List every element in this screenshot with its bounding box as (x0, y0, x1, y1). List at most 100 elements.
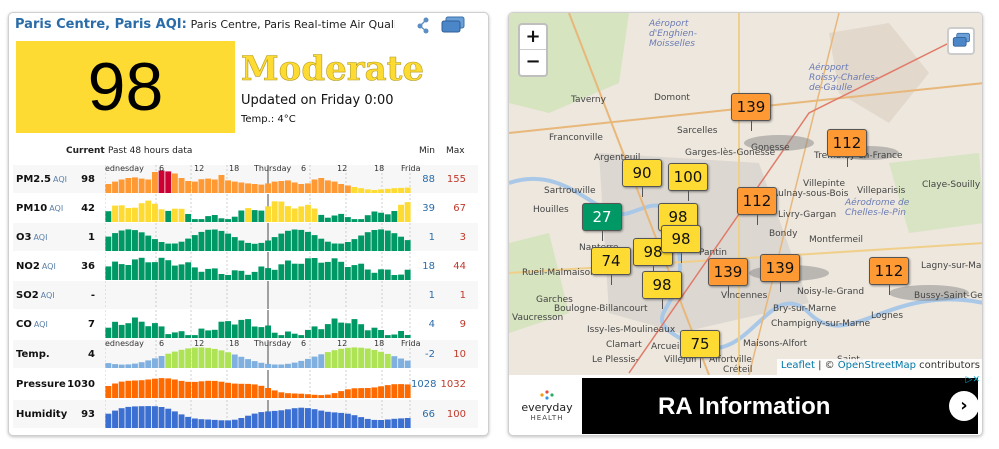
spark-bar (105, 413, 112, 428)
station-marker[interactable]: 74 (591, 247, 631, 285)
spark-bar (112, 364, 118, 368)
sparkline-so2[interactable] (105, 281, 411, 309)
station-marker[interactable]: 100 (668, 163, 708, 201)
station-marker[interactable]: 90 (622, 159, 662, 197)
spark-bar (238, 418, 245, 428)
spark-bar (178, 380, 185, 398)
zoom-in-button[interactable]: + (520, 25, 546, 50)
sparkline-temp[interactable] (105, 340, 411, 368)
spark-bar (318, 214, 325, 222)
spark-bar (318, 178, 325, 193)
station-marker[interactable]: 98 (661, 225, 701, 263)
city-aqi-title[interactable]: Paris Centre, Paris AQI (15, 17, 182, 32)
spark-bar (378, 386, 384, 398)
openstreetmap-link[interactable]: OpenStreetMap (837, 360, 916, 371)
sparkline-co[interactable] (105, 310, 411, 338)
spark-bar (191, 219, 198, 222)
spark-bar (132, 406, 138, 428)
zoom-out-button[interactable]: − (525, 51, 541, 72)
spark-bar (398, 384, 404, 398)
history-column-header: Past 48 hours data (108, 146, 193, 156)
station-marker[interactable]: 112 (827, 129, 867, 167)
ad-choices-icon[interactable]: ▷✕ (965, 375, 980, 385)
day-axis-label: 6 (159, 339, 165, 348)
spark-bar (205, 216, 212, 222)
window-icon[interactable] (440, 16, 466, 34)
min-value-o3: 1 (428, 232, 435, 243)
sparkline-pressure[interactable] (105, 370, 411, 398)
ad-brand-logo[interactable]: everyday HEALTH (512, 375, 582, 435)
spark-bar (251, 413, 258, 428)
day-axis-label: 6 (159, 164, 165, 173)
spark-bar (238, 240, 245, 251)
leaflet-link[interactable]: Leaflet (780, 360, 815, 371)
station-marker[interactable]: 27 (582, 203, 622, 241)
spark-bar (152, 406, 158, 428)
spark-bar (251, 243, 258, 251)
spark-bar (265, 388, 271, 398)
station-marker[interactable]: 75 (680, 330, 720, 368)
ad-title[interactable]: RA Information (658, 393, 831, 420)
spark-bar (211, 268, 218, 280)
station-marker[interactable]: 139 (731, 93, 771, 131)
widget-subtitle: Paris Centre, Paris Real-time Air Qualit… (190, 18, 395, 31)
spark-bar (271, 390, 278, 398)
spark-bar (118, 364, 125, 368)
station-marker[interactable]: 112 (869, 257, 909, 295)
spark-bar (331, 215, 338, 222)
ad-banner[interactable]: RA Information › (582, 378, 979, 434)
layers-icon[interactable] (947, 27, 975, 55)
spark-bar (364, 418, 371, 428)
spark-bar (298, 360, 305, 368)
station-marker[interactable]: 139 (760, 254, 800, 292)
spark-bar (145, 235, 152, 251)
widget-header: Paris Centre, Paris AQI: Paris Centre, P… (15, 17, 395, 35)
spark-bar (205, 330, 212, 338)
spark-bar (171, 351, 178, 368)
spark-bar (305, 358, 311, 368)
map-place-label: Sartrouville (544, 186, 596, 196)
sparkline-pm10[interactable] (105, 194, 411, 222)
spark-bar (404, 269, 411, 280)
sparkline-pm25[interactable] (105, 165, 411, 193)
station-marker[interactable]: 139 (708, 258, 748, 296)
spark-bar (185, 181, 192, 193)
spark-bar (404, 360, 411, 368)
advertisement[interactable]: everyday HEALTH RA Information › ▷✕ (512, 375, 981, 435)
map-place-label: Issy-les-Moulineaux (587, 325, 676, 335)
aqi-map[interactable]: Aéroport d'Enghien-Moisselles Domont Taver… (509, 13, 982, 375)
station-marker[interactable]: 112 (737, 187, 777, 225)
spark-bar (351, 319, 358, 338)
spark-bar (251, 384, 258, 398)
spark-bar (225, 420, 231, 428)
share-icon[interactable] (413, 16, 435, 34)
spark-bar (331, 393, 338, 398)
spark-bar (404, 418, 411, 428)
spark-bar (138, 362, 145, 368)
min-value-so2: 1 (428, 290, 435, 301)
spark-bar (211, 380, 218, 398)
spark-bar (285, 393, 291, 398)
map-place-label: Arcueil (651, 342, 682, 352)
sparkline-no2[interactable] (105, 252, 411, 280)
sparkline-o3[interactable] (105, 223, 411, 251)
spark-bar (298, 393, 305, 398)
row-label-text: CO (16, 319, 32, 330)
station-marker[interactable]: 98 (642, 271, 682, 309)
sparkline-humidity[interactable] (105, 400, 411, 428)
spark-bar (358, 417, 365, 428)
map-place-label: Rueil-Malmaison (522, 268, 596, 278)
map-place-label: Aérodrome de Chelles-le-Pin (845, 198, 910, 218)
spark-bar (384, 230, 391, 251)
row-label-text: NO2 (16, 261, 40, 272)
ad-arrow-button[interactable]: › (949, 391, 979, 421)
spark-bar (211, 179, 218, 193)
spark-bar (358, 235, 365, 251)
map-place-label: Bondy (769, 229, 798, 239)
spark-bar (285, 206, 291, 222)
spark-bar (351, 265, 358, 280)
spark-bar (278, 335, 285, 338)
spark-bar (245, 242, 251, 251)
spark-bar (384, 419, 391, 428)
spark-bar (318, 262, 325, 280)
